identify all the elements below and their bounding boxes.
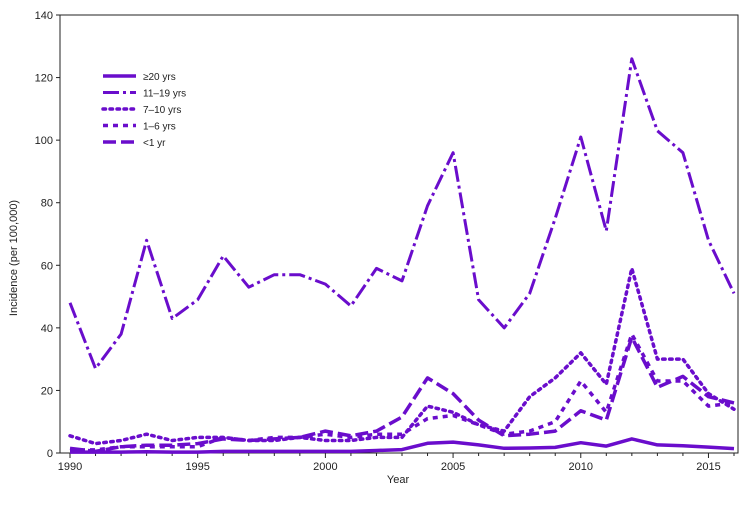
y-axis-title: Incidence (per 100,000): [8, 200, 20, 316]
y-tick-label: 40: [41, 323, 53, 335]
axes: 0 20 40 60 80 100 120 140 1990 1995 2000 2005 2010 20…: [35, 10, 739, 473]
y-tick-label: 80: [41, 198, 53, 210]
y-tick-label: 100: [35, 135, 53, 147]
x-tick-label: 1990: [58, 461, 82, 473]
x-tick-label: 2005: [441, 461, 465, 473]
x-tick-label: 1995: [185, 461, 209, 473]
legend-label-1-6-yrs: 1–6 yrs: [143, 122, 176, 133]
x-tick-label: 2000: [313, 461, 337, 473]
legend-label-11-19-yrs: 11–19 yrs: [143, 89, 186, 100]
y-tick-label: 60: [41, 260, 53, 272]
legend-label-7-10-yrs: 7–10 yrs: [143, 105, 181, 116]
legend-label-lt1-yr: <1 yr: [143, 138, 166, 149]
series-line-11-19-yrs: [68, 57, 736, 370]
series-line-1-6-yrs: [70, 332, 735, 452]
x-tick-label: 2015: [696, 461, 720, 473]
plot-frame: [59, 14, 739, 454]
x-axis-title: Year: [387, 474, 410, 486]
legend-label-ge20-yrs: ≥20 yrs: [143, 72, 176, 83]
x-tick-label: 2010: [569, 461, 593, 473]
legend: ≥20 yrs 11–19 yrs 7–10 yrs 1–6 yrs <1 yr: [101, 72, 186, 149]
y-tick-label: 20: [41, 385, 53, 397]
y-tick-label: 120: [35, 73, 53, 85]
y-tick-label: 0: [47, 448, 53, 460]
series-line-ge20-yrs: [70, 437, 735, 454]
series-line-7-10-yrs: [68, 266, 736, 446]
series-line-lt1-yr: [69, 335, 735, 454]
y-tick-label: 140: [35, 10, 53, 22]
series-layer: [68, 57, 736, 454]
